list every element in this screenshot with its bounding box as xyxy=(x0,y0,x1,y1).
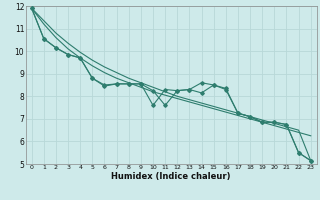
X-axis label: Humidex (Indice chaleur): Humidex (Indice chaleur) xyxy=(111,172,231,181)
